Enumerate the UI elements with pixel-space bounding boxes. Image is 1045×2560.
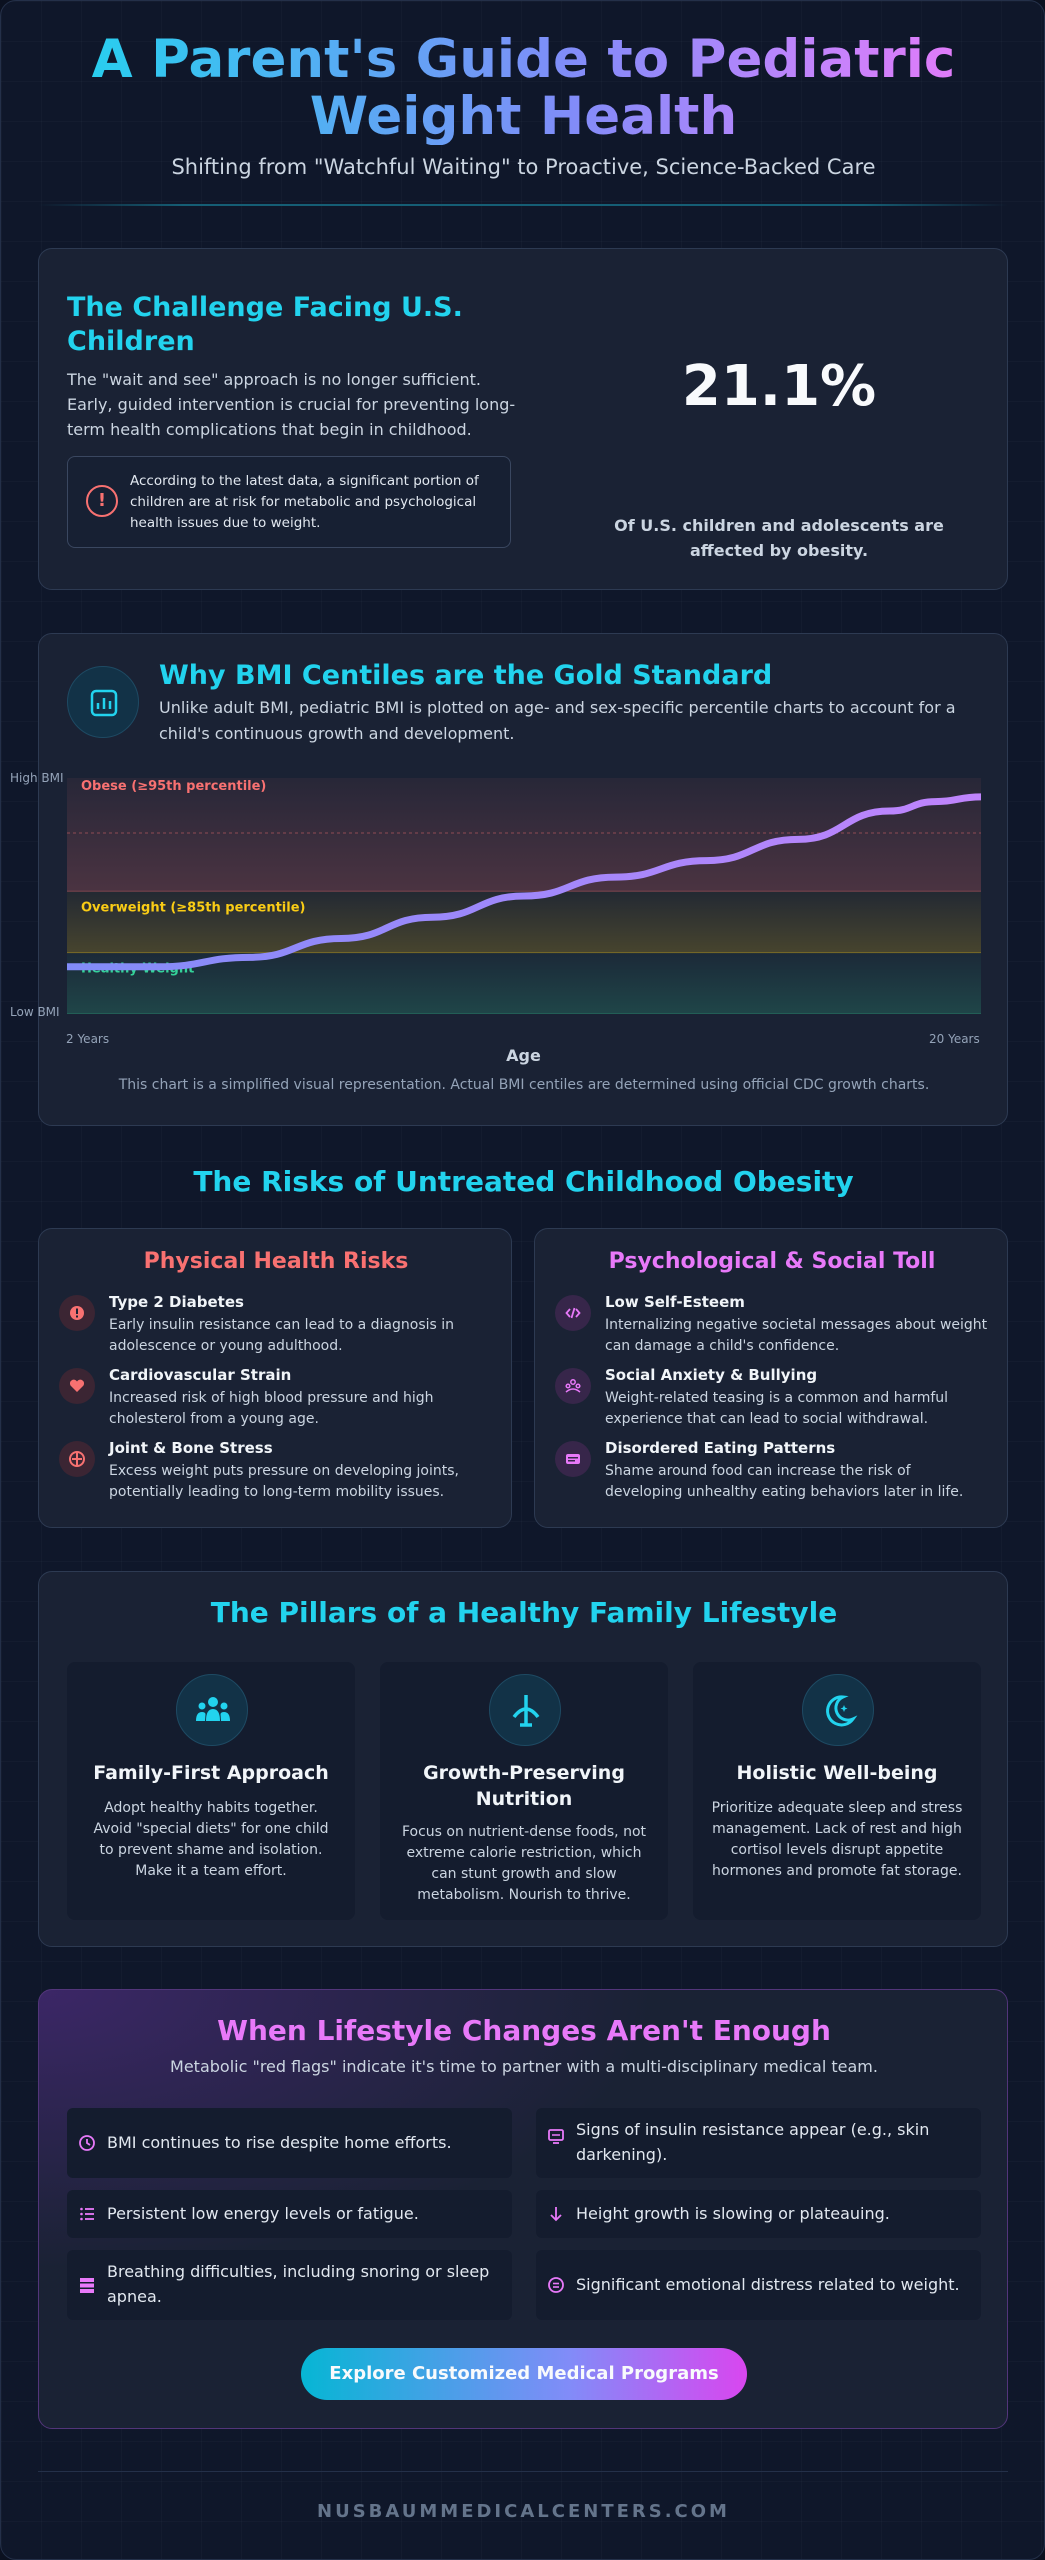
bmi-title: Why BMI Centiles are the Gold Standard <box>159 660 773 691</box>
challenge-text: The "wait and see" approach is no longer… <box>67 370 516 439</box>
zone-label: Overweight (≥85th percentile) <box>81 900 305 915</box>
x-tick-start: 2 Years <box>66 1032 110 1046</box>
group-icon <box>555 1368 591 1404</box>
challenge-title: The Challenge Facing U.S. Children <box>67 292 463 357</box>
red-flags-title: When Lifestyle Changes Aren't Enough <box>217 2014 831 2047</box>
risk-name: Disordered Eating Patterns <box>605 1439 836 1457</box>
bmi-trend-line <box>63 793 985 971</box>
y-tick-high: High BMI <box>10 771 64 785</box>
alert-icon <box>59 1295 95 1331</box>
x-axis-label: Age <box>506 1046 541 1065</box>
pillar-title: Growth-Preserving Nutrition <box>423 1762 625 1810</box>
joint-icon <box>59 1441 95 1477</box>
moon-icon <box>802 1674 874 1746</box>
red-flags-card: When Lifestyle Changes Aren't Enough Met… <box>38 1989 1008 2429</box>
psych-risks-title: Psychological & Social Toll <box>608 1249 936 1274</box>
red-flag-text: Signs of insulin resistance appear (e.g.… <box>576 2120 930 2164</box>
clock-icon <box>79 2135 95 2151</box>
card-icon <box>555 1441 591 1477</box>
risk-desc: Early insulin resistance can lead to a d… <box>109 1317 455 1354</box>
challenge-card: The Challenge Facing U.S. Children The "… <box>38 248 1008 590</box>
red-flag-text: Significant emotional distress related t… <box>576 2275 960 2294</box>
chart-icon <box>67 666 139 738</box>
risk-desc: Excess weight puts pressure on developin… <box>109 1463 459 1500</box>
arrow-down-icon <box>550 2207 562 2222</box>
risk-desc: Increased risk of high blood pressure an… <box>109 1390 434 1427</box>
family-icon <box>176 1674 248 1746</box>
x-tick-end: 20 Years <box>929 1032 980 1046</box>
pillars-title: The Pillars of a Healthy Family Lifestyl… <box>210 1596 838 1629</box>
pillar-text: Adopt healthy habits together. Avoid "sp… <box>93 1800 329 1879</box>
red-flag-text: Height growth is slowing or plateauing. <box>576 2204 890 2223</box>
risk-desc: Shame around food can increase the risk … <box>605 1463 964 1500</box>
pillar-text: Prioritize adequate sleep and stress man… <box>711 1800 963 1879</box>
footer-site[interactable]: NUSBAUMMEDICALCENTERS.COM <box>317 2501 730 2522</box>
risk-name: Joint & Bone Stress <box>109 1439 273 1457</box>
code-icon <box>555 1295 591 1331</box>
bmi-text: Unlike adult BMI, pediatric BMI is plott… <box>159 698 956 743</box>
list-icon <box>80 2207 94 2221</box>
risk-name: Cardiovascular Strain <box>109 1366 292 1384</box>
red-flag-item: BMI continues to rise despite home effor… <box>67 2108 512 2178</box>
red-flag-text: Breathing difficulties, including snorin… <box>107 2262 490 2306</box>
red-flag-text: Persistent low energy levels or fatigue. <box>107 2204 419 2223</box>
y-tick-low: Low BMI <box>10 1005 60 1019</box>
footer-divider <box>38 2471 1008 2472</box>
growth-icon <box>489 1674 561 1746</box>
risk-desc: Internalizing negative societal messages… <box>605 1317 988 1354</box>
bmi-chart-note: This chart is a simplified visual repres… <box>118 1077 930 1093</box>
obesity-stat-label: Of U.S. children and adolescents are aff… <box>614 516 944 560</box>
page-title: A Parent's Guide to Pediatric Weight Hea… <box>54 31 994 145</box>
face-icon <box>548 2277 564 2293</box>
challenge-note: ! According to the latest data, a signif… <box>67 456 511 548</box>
stack-icon <box>80 2278 94 2293</box>
red-flag-item: Breathing difficulties, including snorin… <box>67 2250 512 2320</box>
risk-name: Social Anxiety & Bullying <box>605 1366 818 1384</box>
zone-label: Obese (≥95th percentile) <box>81 779 266 794</box>
pillar-card: Growth-Preserving Nutrition Focus on nut… <box>380 1662 668 1920</box>
header: A Parent's Guide to Pediatric Weight Hea… <box>1 31 1044 179</box>
red-flag-item: Signs of insulin resistance appear (e.g.… <box>536 2108 981 2178</box>
red-flag-item: Height growth is slowing or plateauing. <box>536 2190 981 2238</box>
physical-risks-title: Physical Health Risks <box>143 1249 409 1274</box>
page-subtitle: Shifting from "Watchful Waiting" to Proa… <box>171 155 876 179</box>
explore-programs-button[interactable]: Explore Customized Medical Programs <box>301 2348 747 2400</box>
obesity-stat-value: 21.1% <box>681 354 877 419</box>
red-flags-subtitle: Metabolic "red flags" indicate it's time… <box>170 2057 878 2076</box>
monitor-icon <box>548 2129 564 2144</box>
risk-desc: Weight-related teasing is a common and h… <box>605 1390 949 1427</box>
physical-risks-card: Physical Health Risks Type 2 Diabetes Ea… <box>38 1228 512 1528</box>
header-divider <box>38 204 1008 206</box>
red-flag-item: Persistent low energy levels or fatigue. <box>67 2190 512 2238</box>
risk-name: Type 2 Diabetes <box>109 1293 244 1311</box>
challenge-note-text: According to the latest data, a signific… <box>130 473 479 531</box>
pillars-card: The Pillars of a Healthy Family Lifestyl… <box>38 1571 1008 1947</box>
pillar-title: Holistic Well-being <box>736 1762 938 1784</box>
zone-band <box>67 891 981 953</box>
pillar-text: Focus on nutrient-dense foods, not extre… <box>401 1824 647 1903</box>
alert-circle-icon: ! <box>86 485 118 517</box>
bmi-card: Why BMI Centiles are the Gold Standard U… <box>38 633 1008 1126</box>
pillar-card: Family-First Approach Adopt healthy habi… <box>67 1662 355 1920</box>
zone-band <box>67 778 981 892</box>
risks-title: The Risks of Untreated Childhood Obesity <box>193 1165 854 1198</box>
red-flag-text: BMI continues to rise despite home effor… <box>107 2133 452 2152</box>
pillar-card: Holistic Well-being Prioritize adequate … <box>693 1662 981 1920</box>
pillar-title: Family-First Approach <box>93 1762 329 1784</box>
psych-risks-card: Psychological & Social Toll Low Self-Est… <box>534 1228 1008 1528</box>
red-flag-item: Significant emotional distress related t… <box>536 2250 981 2320</box>
heart-icon <box>59 1368 95 1404</box>
risk-name: Low Self-Esteem <box>605 1293 745 1311</box>
bmi-chart: Healthy Weight Overweight (≥85th percenti… <box>63 778 985 1015</box>
